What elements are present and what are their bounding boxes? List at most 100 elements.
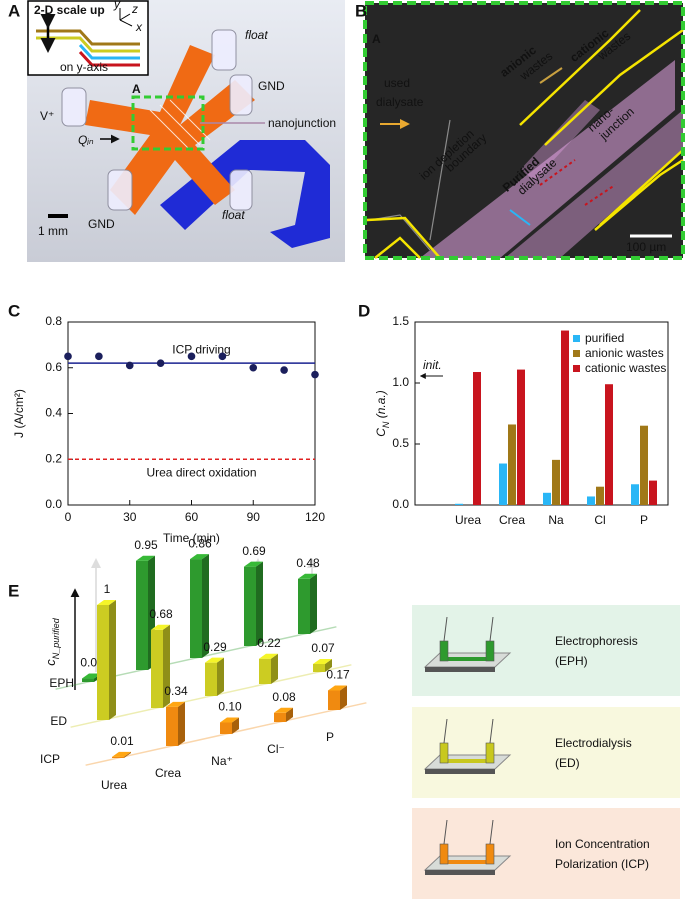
row-label: ED xyxy=(50,714,67,728)
bar xyxy=(605,384,613,505)
bar-side xyxy=(325,658,332,672)
x-tick-label: Cl⁻ xyxy=(267,742,285,756)
y-axis-label: J (A/cm²) xyxy=(12,389,26,438)
bar-side xyxy=(178,701,185,746)
bar-3d xyxy=(313,658,332,672)
axis-letter: x xyxy=(135,20,143,34)
value-label: 0.34 xyxy=(164,684,188,698)
bar-side xyxy=(310,573,317,634)
legend-label: purified xyxy=(585,331,624,345)
photo-label: dialysate xyxy=(376,95,424,109)
z-axis-label: cN_purified xyxy=(43,617,61,666)
y-tick-label: 0.6 xyxy=(45,360,62,374)
bar-side xyxy=(109,600,116,720)
bar-top xyxy=(151,624,170,630)
value-label: 0.48 xyxy=(296,556,320,570)
photo-label: 1 mm xyxy=(38,224,68,238)
bar-3d xyxy=(220,717,239,734)
bar-top xyxy=(274,707,293,713)
panel-label: E xyxy=(8,581,19,600)
bar-front xyxy=(274,712,286,722)
annotation: init. xyxy=(423,358,442,372)
bar-top xyxy=(313,658,332,664)
legend-panel-text: (EPH) xyxy=(555,654,588,668)
data-point xyxy=(218,352,227,361)
data-point xyxy=(95,352,103,361)
y-axis-label-part: (n.a.) xyxy=(374,390,388,421)
bar-front xyxy=(190,559,202,658)
reference-label: Urea direct oxidation xyxy=(146,465,256,479)
y-tick-label: 0.2 xyxy=(45,451,62,465)
bar-top xyxy=(328,685,347,691)
device-electrode xyxy=(489,819,494,845)
device-reservoir xyxy=(485,640,495,662)
photo-label: used xyxy=(384,76,410,90)
x-tick-label: Cl xyxy=(594,513,605,527)
y-axis-label-part: N xyxy=(381,421,391,428)
bar-front xyxy=(313,663,325,672)
value-label: 0.08 xyxy=(272,690,296,704)
x-tick-label: Crea xyxy=(155,766,181,780)
y-axis-label: CN (n.a.) xyxy=(374,390,391,437)
panel-label: C xyxy=(8,301,20,320)
device-reservoir xyxy=(439,640,449,662)
photo-label: A xyxy=(372,32,381,46)
photo-b xyxy=(363,1,685,260)
bar xyxy=(499,463,507,505)
bar xyxy=(640,425,648,505)
x-tick-label: P xyxy=(640,513,648,527)
bar-top xyxy=(244,561,263,567)
bar xyxy=(596,486,604,505)
bar-side xyxy=(286,707,293,722)
bar xyxy=(455,503,463,505)
legend-label: cationic wastes xyxy=(585,361,666,375)
plot-frame xyxy=(414,321,669,506)
legend-panel xyxy=(412,808,680,899)
bar-side xyxy=(124,751,131,758)
panel-label: D xyxy=(358,301,370,320)
bar-3d xyxy=(97,600,116,720)
x-tick-label: 30 xyxy=(123,510,137,524)
device-reservoir xyxy=(485,742,495,764)
bar-front xyxy=(244,566,256,646)
value-label: 0.68 xyxy=(149,607,173,621)
bar-top xyxy=(220,717,239,723)
bar-front xyxy=(151,629,163,708)
bar-3d xyxy=(244,561,263,646)
bar-front xyxy=(328,690,340,710)
device-electrode xyxy=(443,616,448,642)
legend-swatch xyxy=(573,335,580,342)
inset-note: on y-axis xyxy=(60,60,108,74)
x-tick-label: Na⁺ xyxy=(211,754,233,768)
data-point xyxy=(64,352,72,361)
bar-side xyxy=(271,653,278,684)
panel-label: B xyxy=(355,1,367,20)
z-axis-label-part: c xyxy=(43,659,58,666)
legend-label: anionic wastes xyxy=(585,346,664,360)
legend-panel-text: Ion Concentration xyxy=(555,837,650,851)
bar xyxy=(552,459,560,505)
bar xyxy=(561,330,569,505)
bar-3d xyxy=(205,657,224,696)
data-point xyxy=(125,361,134,370)
y-tick-label: 0.0 xyxy=(392,497,409,511)
data-point xyxy=(156,359,165,367)
x-tick-label: Na xyxy=(548,513,564,527)
value-label: 0.17 xyxy=(326,668,350,682)
device-base xyxy=(425,667,495,672)
value-label: 0.29 xyxy=(203,640,227,654)
y-tick-label: 0.8 xyxy=(45,314,62,328)
photo-a xyxy=(27,0,345,262)
bar-3d xyxy=(136,555,155,670)
device-electrode xyxy=(443,718,448,744)
legend-panel xyxy=(412,605,680,696)
x-tick-label: 120 xyxy=(305,510,325,524)
data-point xyxy=(249,363,258,372)
bar-top xyxy=(205,657,224,663)
bar-front xyxy=(166,706,178,746)
y-axis-label-part: C xyxy=(374,428,388,437)
value-label: 0.01 xyxy=(110,734,134,748)
value-label: 0.07 xyxy=(311,641,335,655)
value-label: 0.86 xyxy=(188,536,212,550)
